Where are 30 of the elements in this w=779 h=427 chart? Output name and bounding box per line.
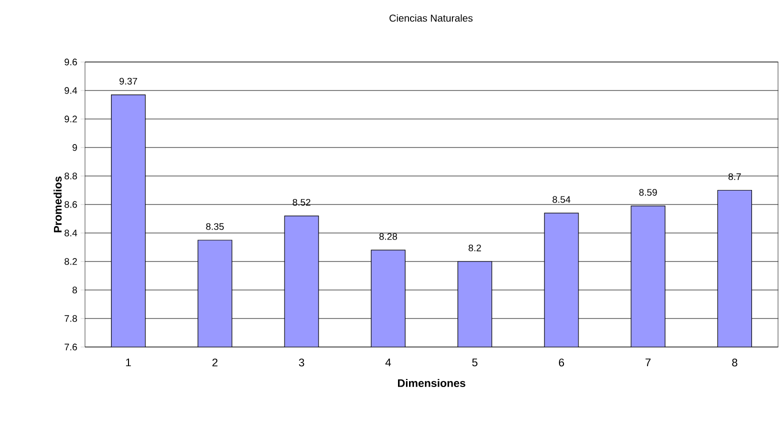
x-tick-label: 6 [558,358,564,366]
data-label: 8.7 [728,173,741,180]
x-tick-label: 2 [212,358,218,366]
y-tick-label: 8.4 [64,230,78,236]
y-tick-label: 9.2 [64,116,77,122]
y-tick-label: 8.6 [64,201,77,208]
y-tick-label: 8 [72,286,77,294]
y-tick-label: 7.8 [64,315,77,322]
chart-title: Ciencias Naturales [390,14,473,22]
x-tick-label: 8 [732,358,738,366]
data-label: 8.52 [292,198,310,206]
y-tick-label: 9 [72,144,77,151]
x-tick-label: 5 [472,358,478,366]
data-label: 9.37 [120,78,138,85]
x-tick-label: 1 [126,358,131,366]
data-label: 8.59 [639,188,657,196]
data-label: 8.54 [552,196,570,203]
data-label: 8.2 [468,244,481,252]
x-tick-label: 4 [385,358,391,366]
y-axis-title: Promedios [54,176,62,232]
y-tick-label: 9.6 [64,58,77,66]
data-label: 8.35 [206,223,224,230]
x-tick-label: 3 [298,358,304,366]
y-tick-label: 9.4 [64,87,78,94]
y-tick-label: 8.2 [64,258,77,265]
y-tick-label: 7.6 [64,344,77,350]
data-label: 8.28 [379,233,398,240]
x-axis-title: Dimensiones [398,378,466,388]
y-tick-label: 8.8 [64,172,77,180]
x-tick-label: 7 [646,358,651,366]
